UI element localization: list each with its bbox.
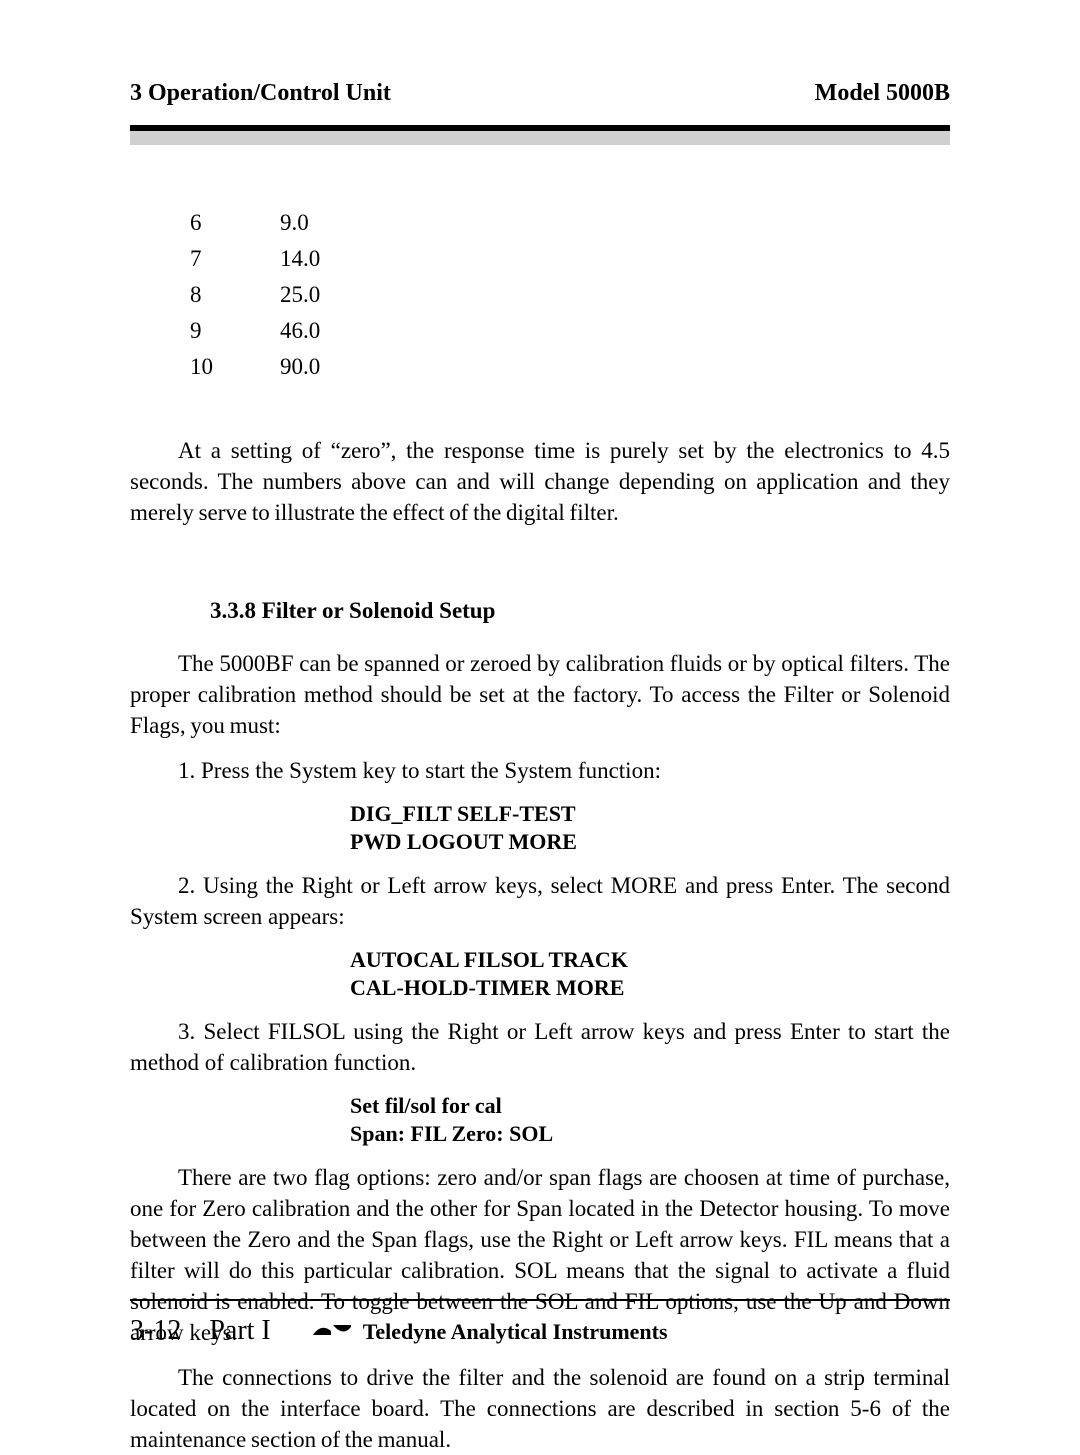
body-paragraph: 2. Using the Right or Left arrow keys, s… [130, 870, 950, 932]
screen-line: DIG_FILT SELF-TEST [350, 800, 950, 828]
table-cell: 10 [190, 349, 280, 385]
table-row: 8 25.0 [190, 277, 950, 313]
page: 3 Operation/Control Unit Model 5000B 6 9… [0, 0, 1080, 1397]
table-cell: 6 [190, 205, 280, 241]
footer-rule [130, 1299, 950, 1301]
footer-pagenum: 3-12 [130, 1315, 181, 1347]
table-cell: 25.0 [280, 277, 360, 313]
table-cell: 46.0 [280, 313, 360, 349]
screen-display-2: AUTOCAL FILSOL TRACK CAL-HOLD-TIMER MORE [350, 946, 950, 1002]
body-paragraph: 3. Select FILSOL using the Right or Left… [130, 1016, 950, 1078]
page-footer: 3-12 Part I Teledyne Analytical Instrume… [130, 1299, 950, 1347]
header-section-prefix: 3 Operation/ [130, 80, 260, 106]
footer-part: Part I [209, 1315, 270, 1347]
footer-brand: Teledyne Analytical Instruments [363, 1319, 668, 1345]
table-row: 9 46.0 [190, 313, 950, 349]
table-cell: 8 [190, 277, 280, 313]
table-cell: 14.0 [280, 241, 360, 277]
table-cell: 7 [190, 241, 280, 277]
header-rule-gray [130, 131, 950, 145]
table-row: 7 14.0 [190, 241, 950, 277]
page-header: 3 Operation/Control Unit Model 5000B [130, 80, 950, 107]
header-section-bold: Control Unit [260, 80, 391, 106]
table-cell: 9 [190, 313, 280, 349]
screen-display-1: DIG_FILT SELF-TEST PWD LOGOUT MORE [350, 800, 950, 856]
screen-display-3: Set fil/sol for cal Span: FIL Zero: SOL [350, 1092, 950, 1148]
section-heading-338: 3.3.8 Filter or Solenoid Setup [210, 598, 950, 624]
body-paragraph: The 5000BF can be spanned or zeroed by c… [130, 648, 950, 741]
screen-line: AUTOCAL FILSOL TRACK [350, 946, 950, 974]
teledyne-logo-icon [311, 1321, 353, 1339]
header-section: 3 Operation/Control Unit [130, 80, 391, 107]
table-row: 10 90.0 [190, 349, 950, 385]
screen-line: Span: FIL Zero: SOL [350, 1120, 950, 1148]
screen-line: PWD LOGOUT MORE [350, 828, 950, 856]
footer-row: 3-12 Part I Teledyne Analytical Instrume… [130, 1315, 950, 1347]
screen-line: Set fil/sol for cal [350, 1092, 950, 1120]
screen-line: CAL-HOLD-TIMER MORE [350, 974, 950, 1002]
body-paragraph: 1. Press the System key to start the Sys… [130, 755, 950, 786]
table-cell: 90.0 [280, 349, 360, 385]
table-row: 6 9.0 [190, 205, 950, 241]
body-paragraph: The connections to drive the filter and … [130, 1362, 950, 1455]
body-paragraph: At a setting of “zero”, the response tim… [130, 435, 950, 528]
header-model: Model 5000B [815, 80, 950, 107]
data-table: 6 9.0 7 14.0 8 25.0 9 46.0 10 90.0 [190, 205, 950, 385]
table-cell: 9.0 [280, 205, 360, 241]
